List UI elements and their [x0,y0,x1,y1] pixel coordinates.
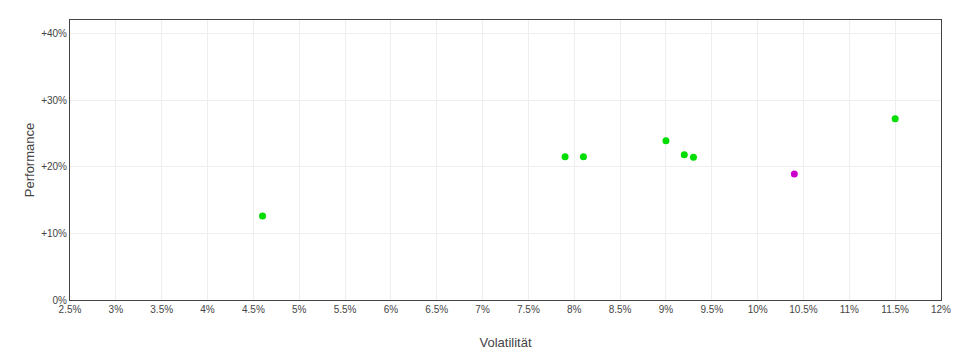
svg-text:+40%: +40% [41,28,67,39]
svg-text:6%: 6% [384,304,399,315]
svg-text:11.5%: 11.5% [881,304,909,315]
svg-text:2.5%: 2.5% [59,304,82,315]
svg-text:10.5%: 10.5% [789,304,817,315]
svg-text:9%: 9% [659,304,674,315]
svg-text:12%: 12% [931,304,951,315]
svg-text:+20%: +20% [41,161,67,172]
svg-text:5.5%: 5.5% [334,304,357,315]
svg-text:3.5%: 3.5% [150,304,173,315]
svg-text:+10%: +10% [41,228,67,239]
svg-text:0%: 0% [53,295,68,306]
svg-text:8.5%: 8.5% [609,304,632,315]
svg-text:7%: 7% [475,304,490,315]
svg-text:10%: 10% [748,304,768,315]
svg-text:6.5%: 6.5% [425,304,448,315]
svg-text:Performance: Performance [22,123,37,197]
svg-text:5%: 5% [292,304,307,315]
svg-text:3%: 3% [109,304,124,315]
svg-text:+30%: +30% [41,95,67,106]
svg-text:8%: 8% [567,304,582,315]
svg-text:4.5%: 4.5% [242,304,265,315]
svg-text:11%: 11% [840,304,859,315]
svg-text:4%: 4% [200,304,215,315]
svg-text:7.5%: 7.5% [517,304,540,315]
svg-text:9.5%: 9.5% [700,304,723,315]
svg-text:Volatilität: Volatilität [479,335,531,350]
